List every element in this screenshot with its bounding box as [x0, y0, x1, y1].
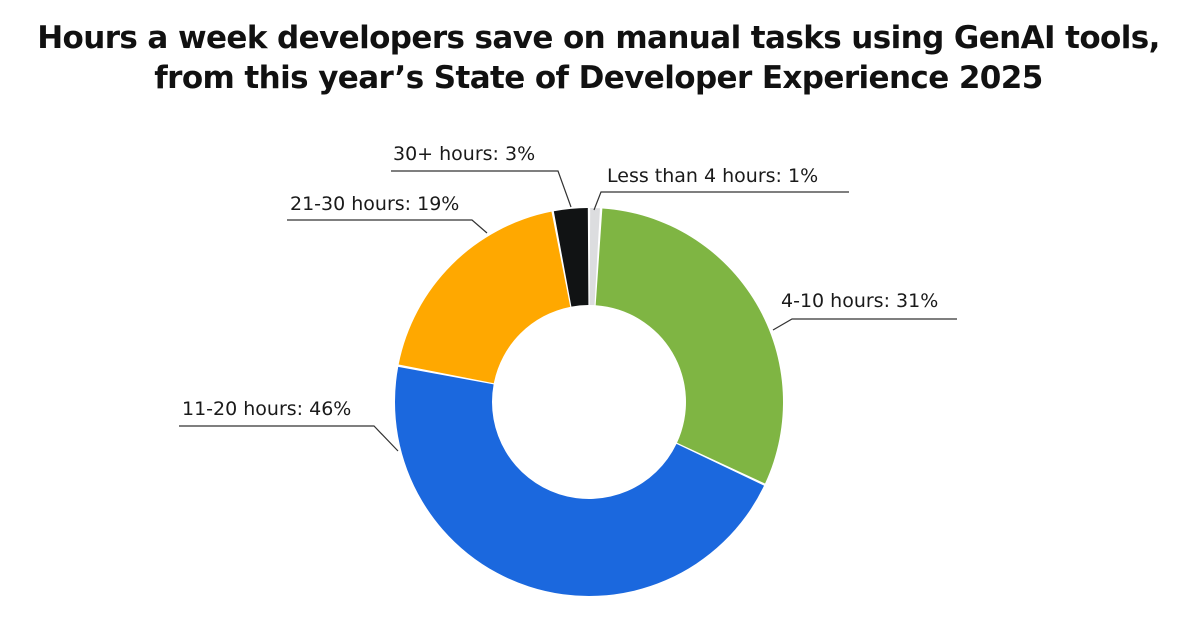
leader-line-5	[391, 170, 572, 208]
donut-slice-1	[589, 208, 600, 306]
leader-line-3	[179, 425, 399, 452]
slice-label-3: 11-20 hours: 46%	[182, 398, 351, 420]
donut-slice-3	[395, 366, 765, 596]
leader-line-1	[593, 191, 849, 211]
slice-labels: Less than 4 hours: 1% 4-10 hours: 31% 11-2…	[182, 143, 938, 420]
donut-slice-5	[553, 208, 589, 307]
slice-label-2: 4-10 hours: 31%	[781, 290, 938, 312]
leader-line-2	[772, 318, 957, 331]
leader-line-4	[287, 219, 488, 234]
chart-title: Hours a week developers save on manual t…	[0, 18, 1197, 98]
donut-slice-4	[398, 211, 571, 384]
leader-lines	[179, 170, 957, 452]
chart-title-line-2: from this year’s State of Developer Expe…	[154, 60, 1043, 96]
slice-label-1: Less than 4 hours: 1%	[607, 165, 818, 187]
donut-slice-2	[595, 208, 783, 484]
donut-slices	[395, 208, 783, 596]
slice-label-4: 21-30 hours: 19%	[290, 193, 459, 215]
chart-title-line-1: Hours a week developers save on manual t…	[37, 20, 1160, 56]
slice-label-5: 30+ hours: 3%	[393, 143, 535, 165]
